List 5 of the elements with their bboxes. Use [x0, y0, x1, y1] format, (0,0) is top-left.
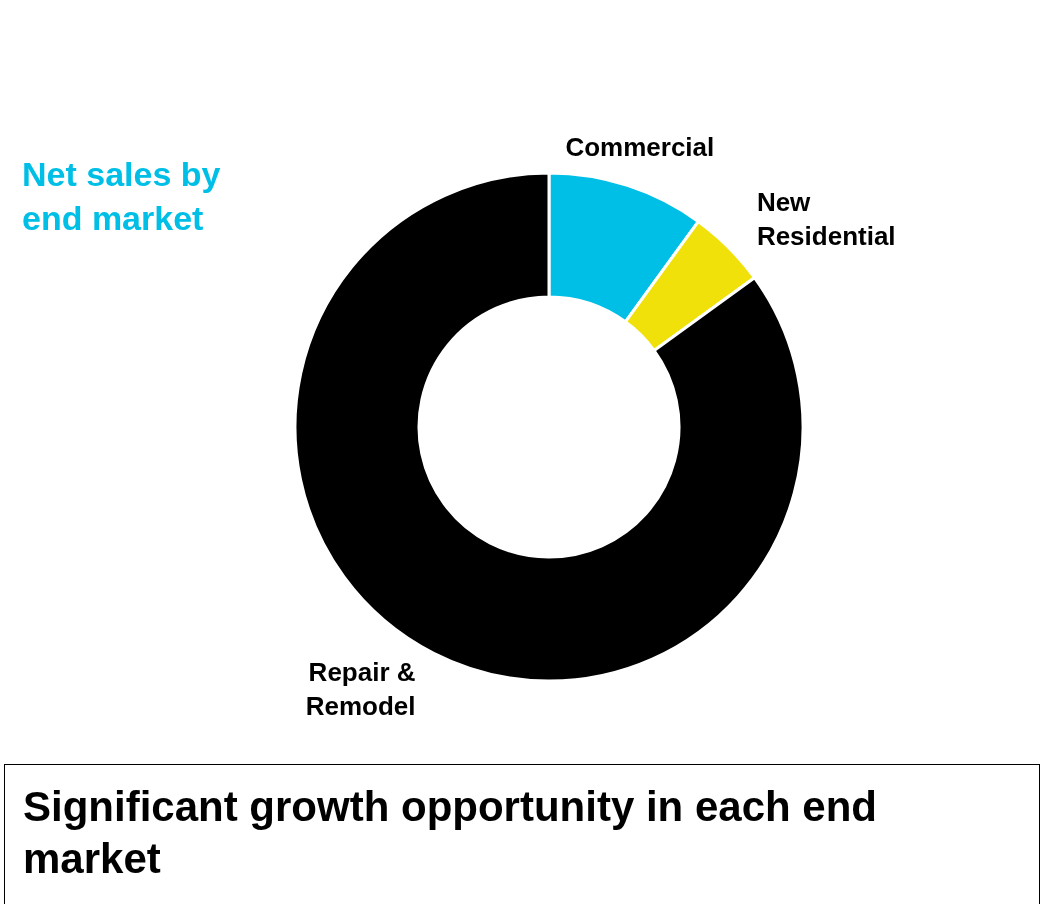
- text: Significant growth opportunity in each end market: [4, 764, 1040, 904]
- slice-label: Commercial: [565, 132, 715, 163]
- text: Net sales by end market: [22, 154, 222, 239]
- slice-label: Repair & Remodel: [305, 656, 416, 721]
- slice-label: New Residential: [756, 187, 896, 252]
